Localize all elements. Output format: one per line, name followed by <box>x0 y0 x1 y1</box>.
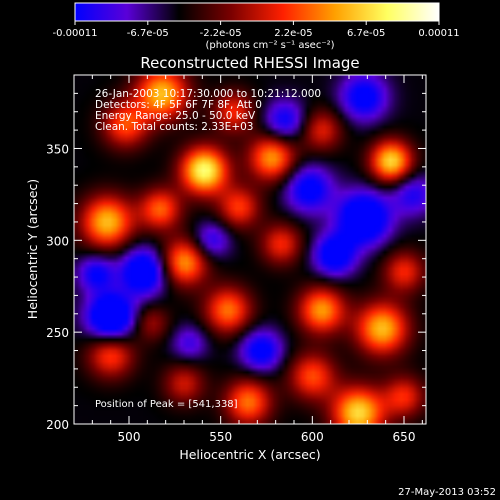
colorbar-tick-label: 2.2e-05 <box>274 28 312 39</box>
heatmap-image <box>74 75 426 424</box>
colorbar-ticks: -0.00011 -6.7e-05 -2.2e-05 2.2e-05 6.7e-05 0.… <box>53 21 460 39</box>
x-tick-label: 650 <box>393 430 416 444</box>
colorbar <box>74 2 440 22</box>
colorbar-tick-label: -0.00011 <box>53 28 98 39</box>
annotation-energy-range: Energy Range: 25.0 - 50.0 keV <box>95 110 256 122</box>
colorbar-tick-label: 0.00011 <box>418 28 459 39</box>
annotation-detectors: Detectors: 4F 5F 6F 7F 8F, Att 0 <box>95 99 262 111</box>
plot-frame <box>73 74 427 425</box>
annotation-time-range: 26-Jan-2003 10:17:30.000 to 10:21:12.000 <box>95 88 321 100</box>
annotation-total-counts: Clean. Total counts: 2.33E+03 <box>95 121 253 133</box>
chart-title: Reconstructed RHESSI Image <box>140 54 359 72</box>
colorbar-units: (photons cm⁻² s⁻¹ asec⁻²) <box>205 40 334 51</box>
y-tick-label: 350 <box>46 142 69 156</box>
axis-ticks: 500 550 600 650 200 250 300 350 <box>46 74 426 444</box>
x-axis-label: Heliocentric X (arcsec) <box>179 447 320 462</box>
annotation-block: 26-Jan-2003 10:17:30.000 to 10:21:12.000… <box>95 88 321 133</box>
colorbar-tick-label: -2.2e-05 <box>200 28 242 39</box>
peak-position-label: Position of Peak = [541,338] <box>95 399 238 410</box>
colorbar-tick-label: 6.7e-05 <box>347 28 385 39</box>
y-tick-label: 250 <box>46 326 69 340</box>
x-tick-label: 500 <box>118 430 141 444</box>
y-axis-label: Heliocentric Y (arcsec) <box>25 179 40 319</box>
colorbar-tick-label: -6.7e-05 <box>127 28 169 39</box>
y-tick-label: 200 <box>46 418 69 432</box>
x-tick-label: 600 <box>301 430 324 444</box>
x-tick-label: 550 <box>209 430 232 444</box>
y-tick-label: 300 <box>46 234 69 248</box>
footer-timestamp: 27-May-2013 03:52 <box>398 487 496 498</box>
